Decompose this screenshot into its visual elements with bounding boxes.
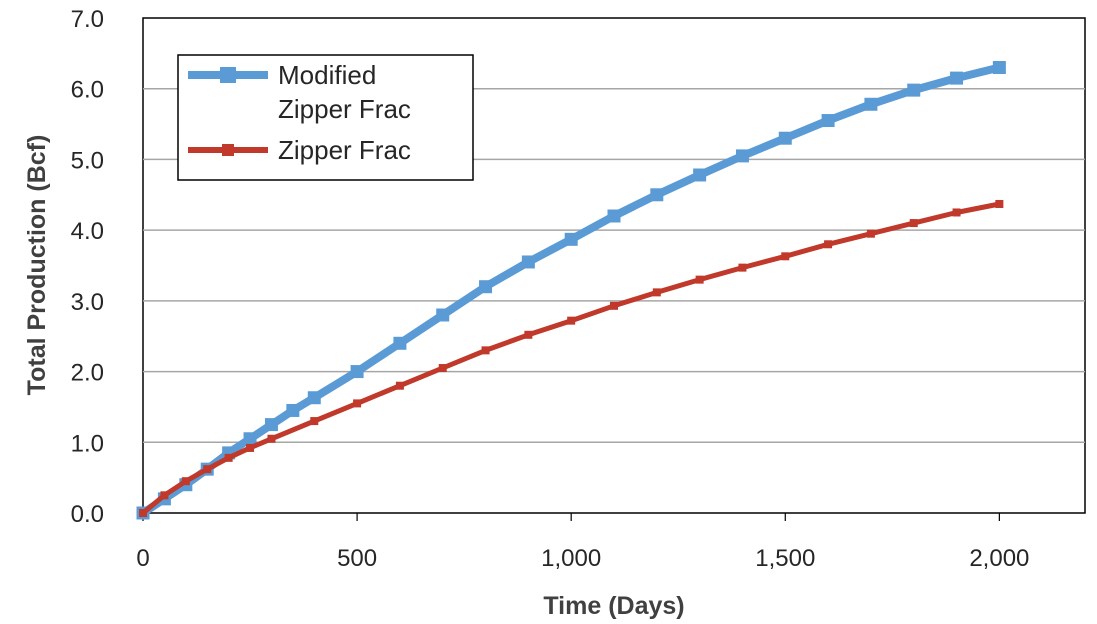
series-zipper-frac [139, 199, 1004, 517]
data-point-zipper-frac [995, 199, 1004, 208]
data-point-zipper-frac [952, 208, 961, 217]
data-point-zipper-frac [781, 252, 790, 261]
data-point-modified-zipper-frac [564, 232, 578, 246]
x-tick-label: 500 [337, 545, 377, 572]
series-layer [136, 61, 1006, 520]
data-point-modified-zipper-frac [778, 131, 792, 145]
data-point-modified-zipper-frac [286, 403, 300, 417]
x-tick-label: 2,000 [969, 545, 1029, 572]
legend-label-zipper-frac: Zipper Frac [278, 135, 411, 165]
y-tick-label: 7.0 [71, 6, 104, 33]
x-axis-title: Time (Days) [543, 592, 684, 620]
data-point-modified-zipper-frac [693, 168, 707, 182]
data-point-zipper-frac [652, 288, 661, 297]
data-point-zipper-frac [567, 316, 576, 325]
legend-marker-modified-zipper-frac [220, 67, 236, 83]
data-point-zipper-frac [909, 219, 918, 228]
data-point-zipper-frac [160, 491, 169, 500]
legend: Modified Zipper Frac Zipper Frac [177, 54, 474, 181]
x-tick-label: 1,500 [755, 545, 815, 572]
data-point-modified-zipper-frac [992, 61, 1006, 74]
data-point-zipper-frac [139, 509, 147, 517]
legend-marker-zipper-frac [222, 144, 234, 156]
data-point-modified-zipper-frac [393, 336, 407, 350]
data-point-modified-zipper-frac [350, 365, 364, 379]
data-point-modified-zipper-frac [650, 188, 664, 202]
data-point-modified-zipper-frac [950, 71, 964, 85]
data-point-modified-zipper-frac [907, 83, 921, 97]
data-point-modified-zipper-frac [607, 209, 621, 223]
x-tick-label: 1,000 [541, 545, 601, 572]
data-point-zipper-frac [353, 399, 362, 408]
data-point-modified-zipper-frac [821, 114, 835, 128]
y-axis-title: Total Production (Bcf) [23, 135, 51, 396]
data-point-modified-zipper-frac [735, 149, 749, 163]
data-point-modified-zipper-frac [307, 391, 321, 405]
data-point-zipper-frac [866, 229, 875, 238]
data-point-modified-zipper-frac [479, 280, 493, 294]
data-point-zipper-frac [610, 301, 618, 310]
x-tick-label: 0 [136, 545, 149, 572]
legend-label-modified-zipper-frac-line1: Modified [278, 60, 376, 90]
y-tick-label: 6.0 [71, 77, 104, 104]
y-axis-ticks: 0.0 1.0 2.0 3.0 4.0 5.0 6.0 7.0 [71, 6, 104, 528]
y-tick-label: 4.0 [71, 218, 104, 245]
y-tick-label: 3.0 [71, 289, 104, 316]
data-point-zipper-frac [395, 381, 404, 390]
data-point-zipper-frac [524, 330, 533, 339]
y-tick-label: 5.0 [71, 147, 104, 174]
data-point-zipper-frac [246, 443, 255, 452]
y-tick-label: 1.0 [71, 430, 104, 457]
data-point-zipper-frac [224, 453, 233, 462]
data-point-zipper-frac [824, 240, 833, 249]
data-point-modified-zipper-frac [864, 97, 878, 111]
data-point-zipper-frac [738, 263, 747, 272]
data-point-zipper-frac [203, 465, 212, 474]
data-point-modified-zipper-frac [521, 255, 535, 269]
x-axis-ticks: 0 500 1,000 1,500 2,000 [136, 513, 1029, 572]
data-point-modified-zipper-frac [264, 418, 278, 432]
legend-label-modified-zipper-frac-line2: Zipper Frac [278, 94, 411, 124]
y-tick-label: 0.0 [71, 501, 104, 528]
data-point-modified-zipper-frac [243, 432, 257, 446]
data-point-zipper-frac [695, 275, 704, 284]
y-tick-label: 2.0 [71, 360, 104, 387]
data-point-zipper-frac [267, 434, 276, 443]
data-point-zipper-frac [481, 346, 490, 355]
data-point-zipper-frac [438, 364, 447, 373]
data-point-modified-zipper-frac [436, 308, 450, 322]
data-point-zipper-frac [310, 417, 319, 426]
data-point-zipper-frac [181, 477, 190, 486]
